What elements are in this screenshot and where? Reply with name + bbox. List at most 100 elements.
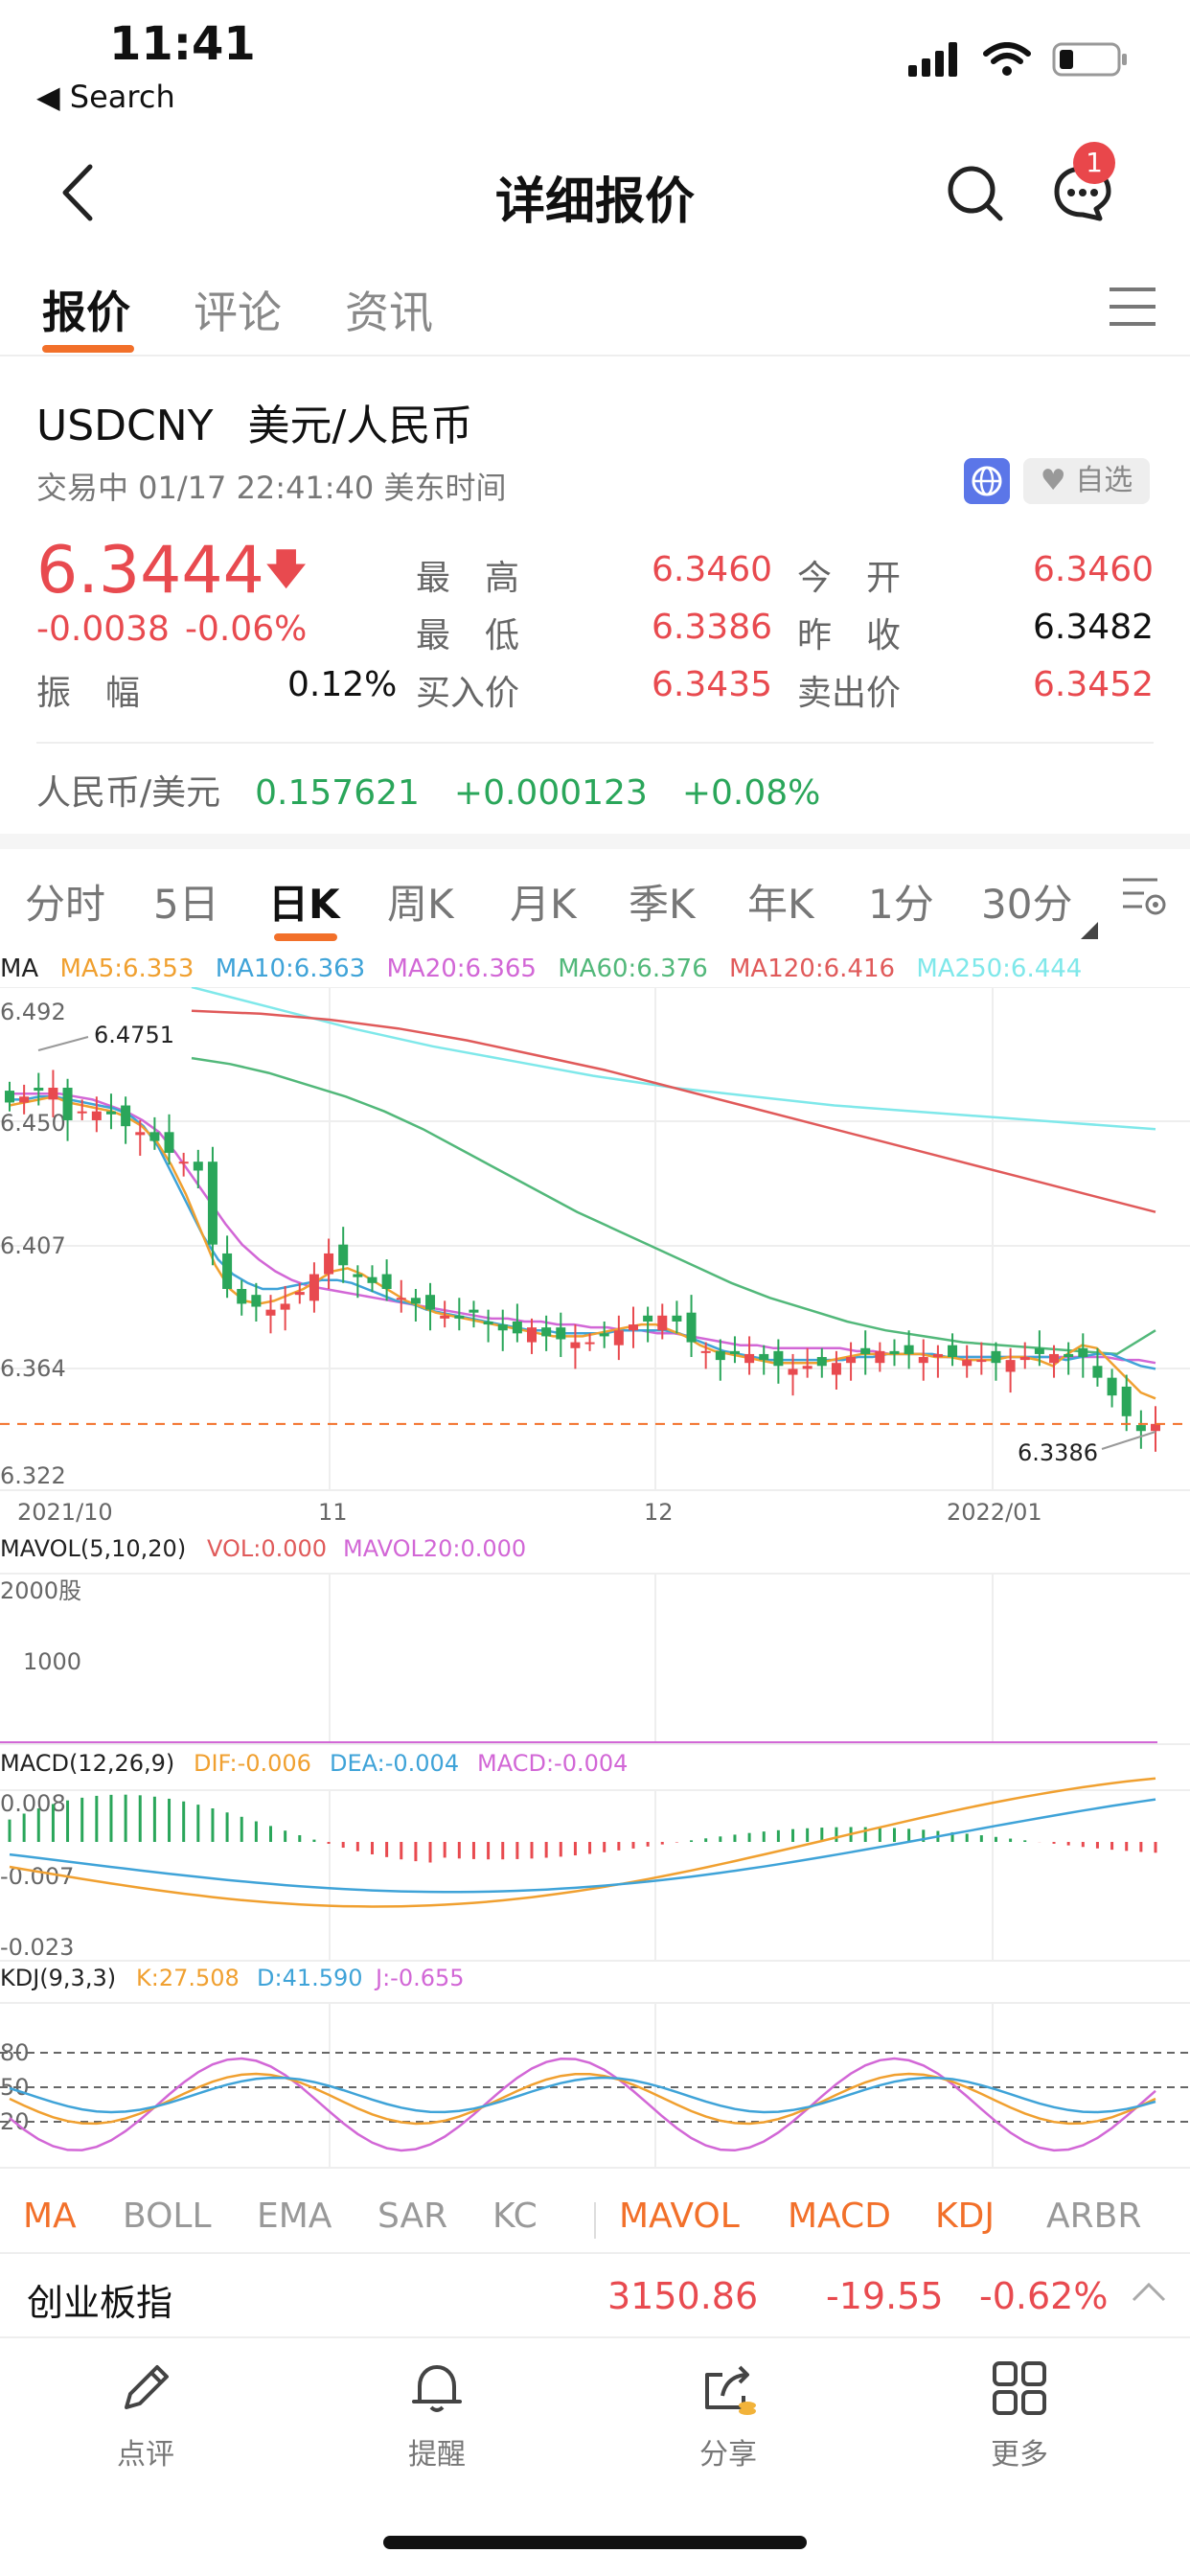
back-chevron-icon[interactable]: [54, 159, 102, 226]
candle-body: [948, 1345, 958, 1358]
candle-body: [846, 1357, 857, 1364]
candlesticks: [5, 1070, 1160, 1452]
tab-daily-k[interactable]: 日K: [268, 881, 340, 928]
mavol-y-tick: 2000股: [0, 1577, 81, 1604]
bid-value: 6.3435: [652, 665, 772, 704]
tab-5day[interactable]: 5日: [153, 881, 219, 928]
candle-body: [1151, 1423, 1160, 1432]
candle-body: [599, 1333, 609, 1337]
candle-body: [48, 1088, 58, 1100]
ma120-legend: MA120:6.416: [729, 954, 896, 983]
mavol-y-tick: 1000: [23, 1648, 81, 1675]
dif-line: [9, 1777, 1156, 1908]
tab-yearly-k[interactable]: 年K: [747, 881, 814, 928]
indicator-ema[interactable]: EMA: [257, 2196, 332, 2236]
candle-body: [280, 1303, 290, 1310]
x-tick-label: 2021/10: [17, 1499, 113, 1526]
candle-body: [19, 1096, 30, 1103]
open-value: 6.3460: [1033, 550, 1154, 589]
more-label: 更多: [991, 2438, 1048, 2472]
share-button[interactable]: 分享: [632, 2358, 824, 2472]
search-icon[interactable]: [945, 163, 1006, 224]
menu-icon[interactable]: [1108, 282, 1157, 332]
indicator-macd[interactable]: MACD: [788, 2196, 891, 2236]
tab-quarterly-k[interactable]: 季K: [629, 881, 696, 928]
candle-body: [425, 1295, 436, 1310]
y-tick-label: 6.364: [0, 1355, 66, 1382]
tab-quote[interactable]: 报价: [42, 287, 130, 338]
tab-intraday[interactable]: 分时: [25, 881, 106, 928]
candle-body: [788, 1368, 798, 1375]
dif-value: DIF:-0.006: [194, 1750, 311, 1777]
dropdown-corner-icon[interactable]: [1081, 922, 1098, 939]
x-tick-label: 11: [318, 1499, 348, 1526]
tab-monthly-k[interactable]: 月K: [510, 881, 577, 928]
favorite-label: 自选: [1075, 464, 1133, 497]
open-label: 今 开: [797, 559, 902, 598]
tab-30min[interactable]: 30分: [981, 881, 1073, 928]
candle-body: [802, 1366, 812, 1369]
globe-button[interactable]: [964, 458, 1010, 504]
ma5-line: [9, 1095, 1156, 1400]
candle-body: [381, 1274, 392, 1289]
mavol-grid: [0, 1573, 1190, 1745]
kline-chart[interactable]: 6.492 6.450 6.407 6.364 6.322 6.4751 6.3…: [0, 987, 1190, 2180]
candle-body: [1092, 1366, 1103, 1378]
share-icon: [705, 2365, 756, 2415]
candle-body: [729, 1350, 740, 1354]
tab-comments[interactable]: 评论: [194, 287, 282, 338]
candle-body: [686, 1312, 697, 1343]
indicator-tabs: MA BOLL EMA SAR KC MAVOL MACD KDJ ARBR: [0, 2185, 1190, 2252]
indicator-sar[interactable]: SAR: [378, 2196, 448, 2236]
candle-body: [265, 1309, 276, 1316]
home-indicator: [383, 2536, 807, 2549]
index-quote-bar[interactable]: 创业板指 3150.86 -19.55 -0.62%: [0, 2252, 1190, 2338]
cross-rate-value: 0.157621: [255, 773, 420, 813]
d-line: [9, 2076, 1156, 2114]
indicator-ma[interactable]: MA: [23, 2196, 77, 2236]
candle-body: [918, 1357, 928, 1364]
candle-body: [251, 1295, 262, 1307]
message-icon[interactable]: [1052, 163, 1113, 224]
message-badge: 1: [1073, 142, 1115, 184]
indicator-boll[interactable]: BOLL: [123, 2196, 212, 2236]
more-button[interactable]: 更多: [924, 2358, 1115, 2472]
chart-settings-icon[interactable]: [1119, 874, 1167, 918]
macd-y-tick: -0.023: [0, 1934, 74, 1961]
candle-body: [1019, 1357, 1030, 1361]
alert-button[interactable]: 提醒: [341, 2358, 533, 2472]
arrow-down-icon: 🡇: [263, 544, 309, 594]
candle-body: [178, 1162, 189, 1164]
indicator-mavol[interactable]: MAVOL: [619, 2196, 740, 2236]
chevron-up-icon[interactable]: [1131, 2281, 1167, 2304]
favorite-button[interactable]: ♥ 自选: [1023, 458, 1150, 504]
candle-body: [1005, 1360, 1016, 1372]
candle-body: [715, 1350, 725, 1361]
share-label: 分享: [699, 2438, 757, 2472]
candle-body: [962, 1360, 973, 1367]
pair-name: 美元/人民币: [247, 402, 473, 450]
comment-button[interactable]: 点评: [50, 2358, 241, 2472]
tab-news[interactable]: 资讯: [345, 287, 433, 338]
candle-body: [367, 1276, 378, 1283]
candle-body: [875, 1350, 885, 1364]
index-change-pct: -0.62%: [979, 2275, 1109, 2317]
candle-body: [1135, 1425, 1146, 1432]
tab-weekly-k[interactable]: 周K: [387, 881, 454, 928]
bottom-toolbar: 点评 提醒 分享 更多: [0, 2338, 1190, 2492]
indicator-kc[interactable]: KC: [492, 2196, 538, 2236]
min-leader-line: [1101, 1431, 1156, 1450]
d-value: D:41.590: [257, 1965, 363, 1991]
candle-body: [207, 1162, 217, 1245]
kdj-legend: KDJ(9,3,3) K:27.508 D:41.590 J:-0.655: [0, 1965, 465, 1991]
tab-1min[interactable]: 1分: [868, 881, 934, 928]
back-to-search-link[interactable]: ◀ Search: [36, 79, 175, 115]
indicator-arbr[interactable]: ARBR: [1046, 2196, 1142, 2236]
candle-body: [932, 1353, 943, 1358]
max-price-label: 6.4751: [94, 1022, 174, 1048]
ask-label: 卖出价: [797, 674, 902, 713]
candle-body: [353, 1274, 363, 1277]
grid-icon: [993, 2361, 1046, 2415]
indicator-kdj[interactable]: KDJ: [935, 2196, 995, 2236]
candle-body: [541, 1327, 552, 1337]
